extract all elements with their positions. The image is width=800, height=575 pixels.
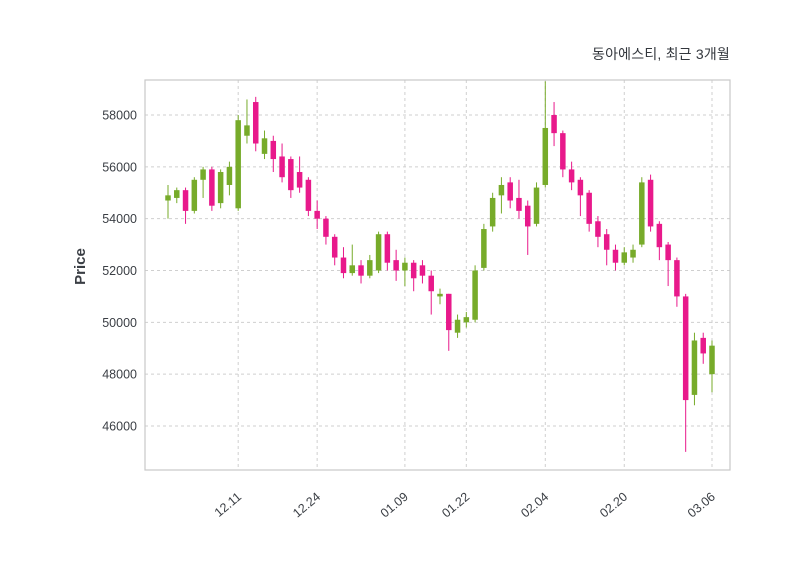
candle-body: [191, 179, 198, 211]
candle-body: [489, 197, 496, 227]
candle-body: [481, 229, 487, 268]
candle-body: [560, 133, 566, 170]
candle-body: [419, 265, 426, 276]
y-axis-label: Price: [71, 248, 89, 285]
candle-body: [252, 102, 259, 144]
candle-body: [674, 260, 680, 297]
y-tick-label: 48000: [102, 368, 137, 382]
candle-body: [393, 260, 399, 271]
candle-body: [367, 260, 373, 276]
candle-body: [647, 179, 654, 227]
candle-body: [279, 156, 285, 178]
candle-body: [235, 120, 241, 209]
candle-body: [665, 244, 671, 261]
candle-body: [209, 169, 215, 206]
chart-title: 동아에스티, 최근 3개월: [592, 46, 730, 62]
candle-body: [340, 257, 347, 274]
candle-body: [700, 337, 706, 354]
candle-body: [454, 319, 461, 333]
candle-body: [217, 172, 224, 204]
candle-body: [323, 218, 329, 237]
candle-body: [542, 127, 549, 185]
candle-body: [524, 205, 531, 227]
candle-body: [656, 223, 663, 248]
candle-body: [410, 262, 417, 279]
candle-body: [603, 234, 610, 250]
candle-body: [709, 345, 715, 375]
candle-body: [402, 262, 408, 271]
candle-body: [691, 340, 698, 395]
candle-body: [296, 172, 303, 188]
candle-body: [331, 236, 338, 258]
candle-body: [437, 293, 443, 297]
candle-body: [182, 190, 189, 211]
candle-body: [621, 252, 628, 263]
candle-body: [533, 187, 540, 224]
x-tick-label: 03.06: [685, 490, 718, 521]
candle-body: [463, 317, 470, 323]
candle-body: [516, 197, 522, 211]
candle-body: [384, 234, 391, 263]
x-tick-label: 02.04: [518, 490, 551, 521]
candle-body: [358, 265, 364, 276]
candle-body: [551, 115, 557, 134]
candle-body: [446, 293, 452, 331]
candle-body: [305, 179, 312, 211]
y-tick-label: 56000: [102, 160, 137, 174]
candle-body: [568, 169, 575, 183]
y-tick-label: 52000: [102, 264, 137, 278]
candle-body: [288, 159, 294, 191]
candle-body: [165, 195, 171, 201]
candle-body: [226, 166, 233, 185]
x-tick-label: 01.09: [378, 490, 411, 521]
candle-body: [639, 182, 645, 245]
y-tick-label: 58000: [102, 109, 137, 123]
candle-body: [244, 125, 250, 136]
x-tick-label: 12.24: [290, 490, 323, 521]
candle-body: [612, 249, 619, 263]
candle-body: [586, 192, 592, 224]
x-tick-label: 12.11: [212, 490, 244, 520]
y-tick-label: 46000: [102, 420, 137, 434]
candle-body: [595, 221, 601, 237]
candle-body: [314, 210, 320, 219]
y-tick-label: 50000: [102, 316, 137, 330]
y-tick-label: 54000: [102, 212, 137, 226]
candle-body: [349, 265, 356, 274]
plot-border: [144, 79, 731, 471]
candle-body: [375, 234, 382, 271]
candle-body: [507, 182, 513, 201]
candle-body: [428, 275, 434, 292]
candle-body: [200, 169, 206, 180]
candle-body: [577, 179, 584, 196]
candle-body: [682, 296, 689, 401]
candle-body: [498, 184, 505, 196]
candle-body: [472, 270, 478, 320]
x-tick-label: 02.20: [597, 490, 630, 521]
candle-body: [261, 138, 268, 154]
x-tick-label: 01.22: [439, 490, 472, 521]
candle-body: [174, 190, 180, 198]
candle-body: [270, 140, 277, 160]
candle-body: [630, 249, 636, 258]
